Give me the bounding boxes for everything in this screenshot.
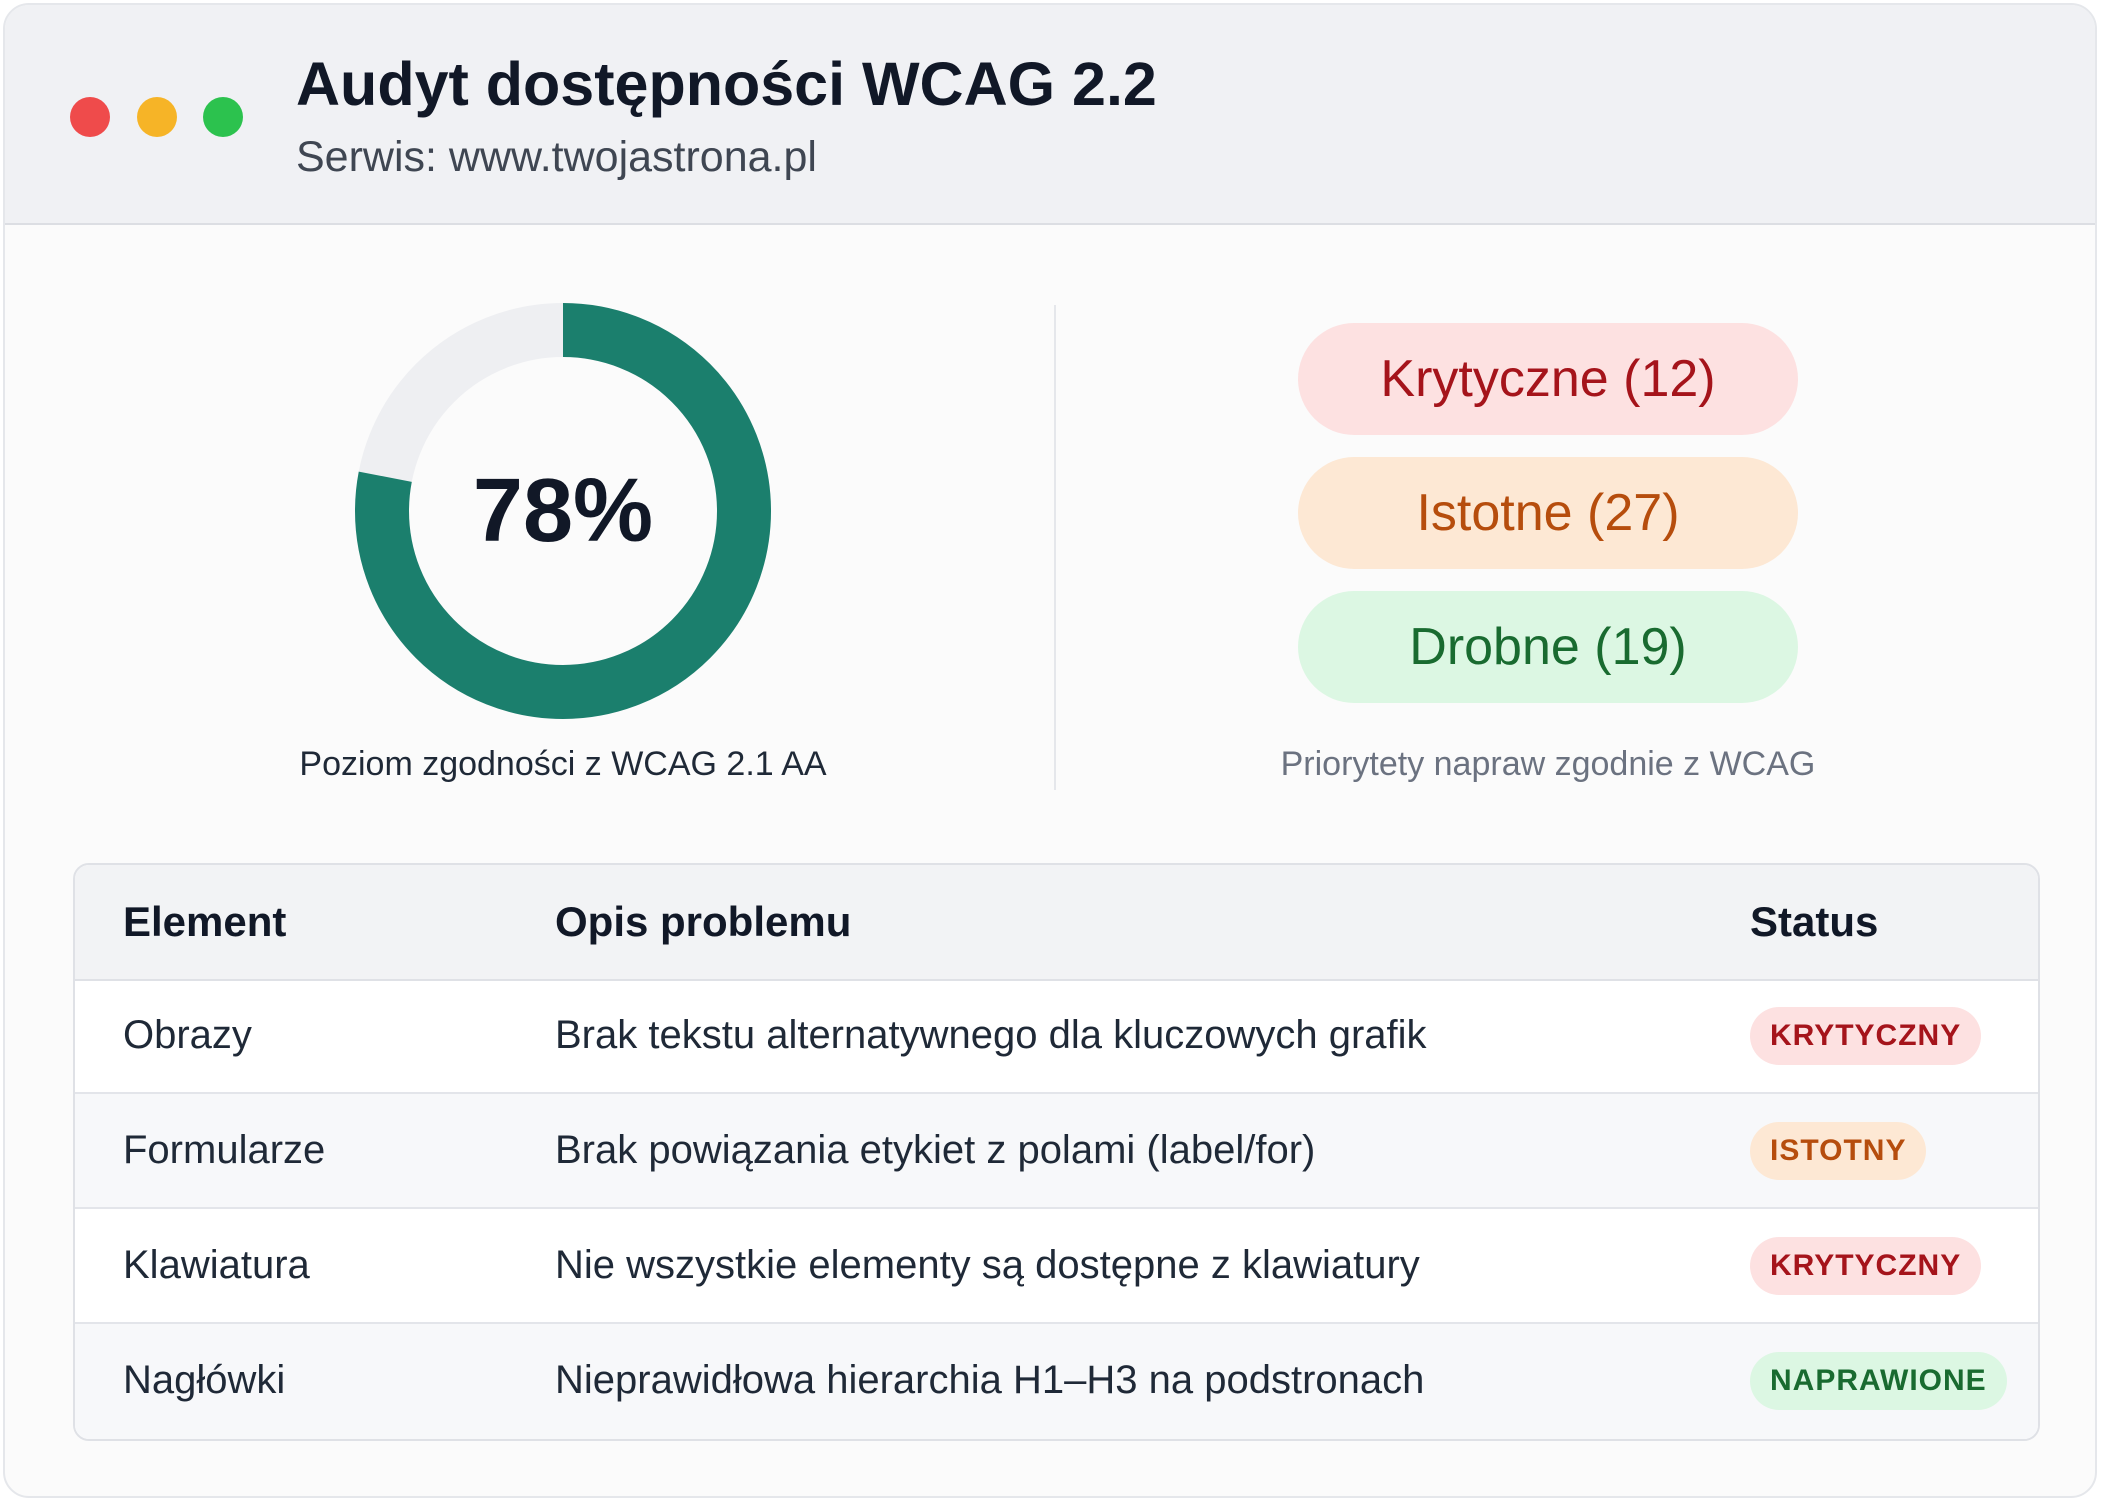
status-badge: ISTOTNY xyxy=(1750,1122,1927,1180)
compliance-caption: Poziom zgodności z WCAG 2.1 AA xyxy=(299,745,827,783)
table-row[interactable]: Formularze Brak powiązania etykiet z pol… xyxy=(75,1094,2038,1209)
cell-description: Nieprawidłowa hierarchia H1–H3 na podstr… xyxy=(555,1358,1425,1402)
column-header-status: Status xyxy=(1750,898,1879,945)
table-header: Element Opis problemu Status xyxy=(75,865,2038,981)
section-divider xyxy=(1054,305,1056,790)
maximize-window-button[interactable] xyxy=(203,97,243,137)
cell-element: Formularze xyxy=(123,1128,326,1172)
cell-description: Brak tekstu alternatywnego dla kluczowyc… xyxy=(555,1013,1427,1057)
table-row[interactable]: Klawiatura Nie wszystkie elementy są dos… xyxy=(75,1209,2038,1324)
cell-element: Nagłówki xyxy=(123,1358,286,1402)
app-window: Audyt dostępności WCAG 2.2 Serwis: www.t… xyxy=(3,3,2097,1498)
minor-count-pill: Drobne (19) xyxy=(1298,591,1798,703)
compliance-value: 78% xyxy=(472,461,654,561)
status-badge: KRYTYCZNY xyxy=(1750,1237,1982,1295)
table-row[interactable]: Nagłówki Nieprawidłowa hierarchia H1–H3 … xyxy=(75,1324,2038,1439)
page-subtitle: Serwis: www.twojastrona.pl xyxy=(296,133,817,181)
cell-description: Brak powiązania etykiet z polami (label/… xyxy=(555,1128,1316,1172)
donut-svg xyxy=(355,303,771,719)
major-count-pill: Istotne (27) xyxy=(1298,457,1798,569)
close-window-button[interactable] xyxy=(70,97,110,137)
minimize-window-button[interactable] xyxy=(137,97,177,137)
cell-element: Obrazy xyxy=(123,1013,252,1057)
cell-element: Klawiatura xyxy=(123,1243,310,1287)
column-header-element: Element xyxy=(123,898,287,945)
critical-count-pill: Krytyczne (12) xyxy=(1298,323,1798,435)
priorities-caption: Priorytety napraw zgodnie z WCAG xyxy=(1280,745,1816,783)
status-badge: NAPRAWIONE xyxy=(1750,1352,2007,1410)
title-bar: Audyt dostępności WCAG 2.2 Serwis: www.t… xyxy=(5,5,2095,225)
column-header-description: Opis problemu xyxy=(555,898,852,945)
compliance-donut-chart: 78% xyxy=(355,303,771,719)
cell-description: Nie wszystkie elementy są dostępne z kla… xyxy=(555,1243,1420,1287)
page-title: Audyt dostępności WCAG 2.2 xyxy=(296,50,1157,118)
status-badge: KRYTYCZNY xyxy=(1750,1007,1982,1065)
table-row[interactable]: Obrazy Brak tekstu alternatywnego dla kl… xyxy=(75,979,2038,1094)
issues-table: Element Opis problemu Status Obrazy Brak… xyxy=(73,863,2040,1441)
donut-fill xyxy=(355,303,771,719)
